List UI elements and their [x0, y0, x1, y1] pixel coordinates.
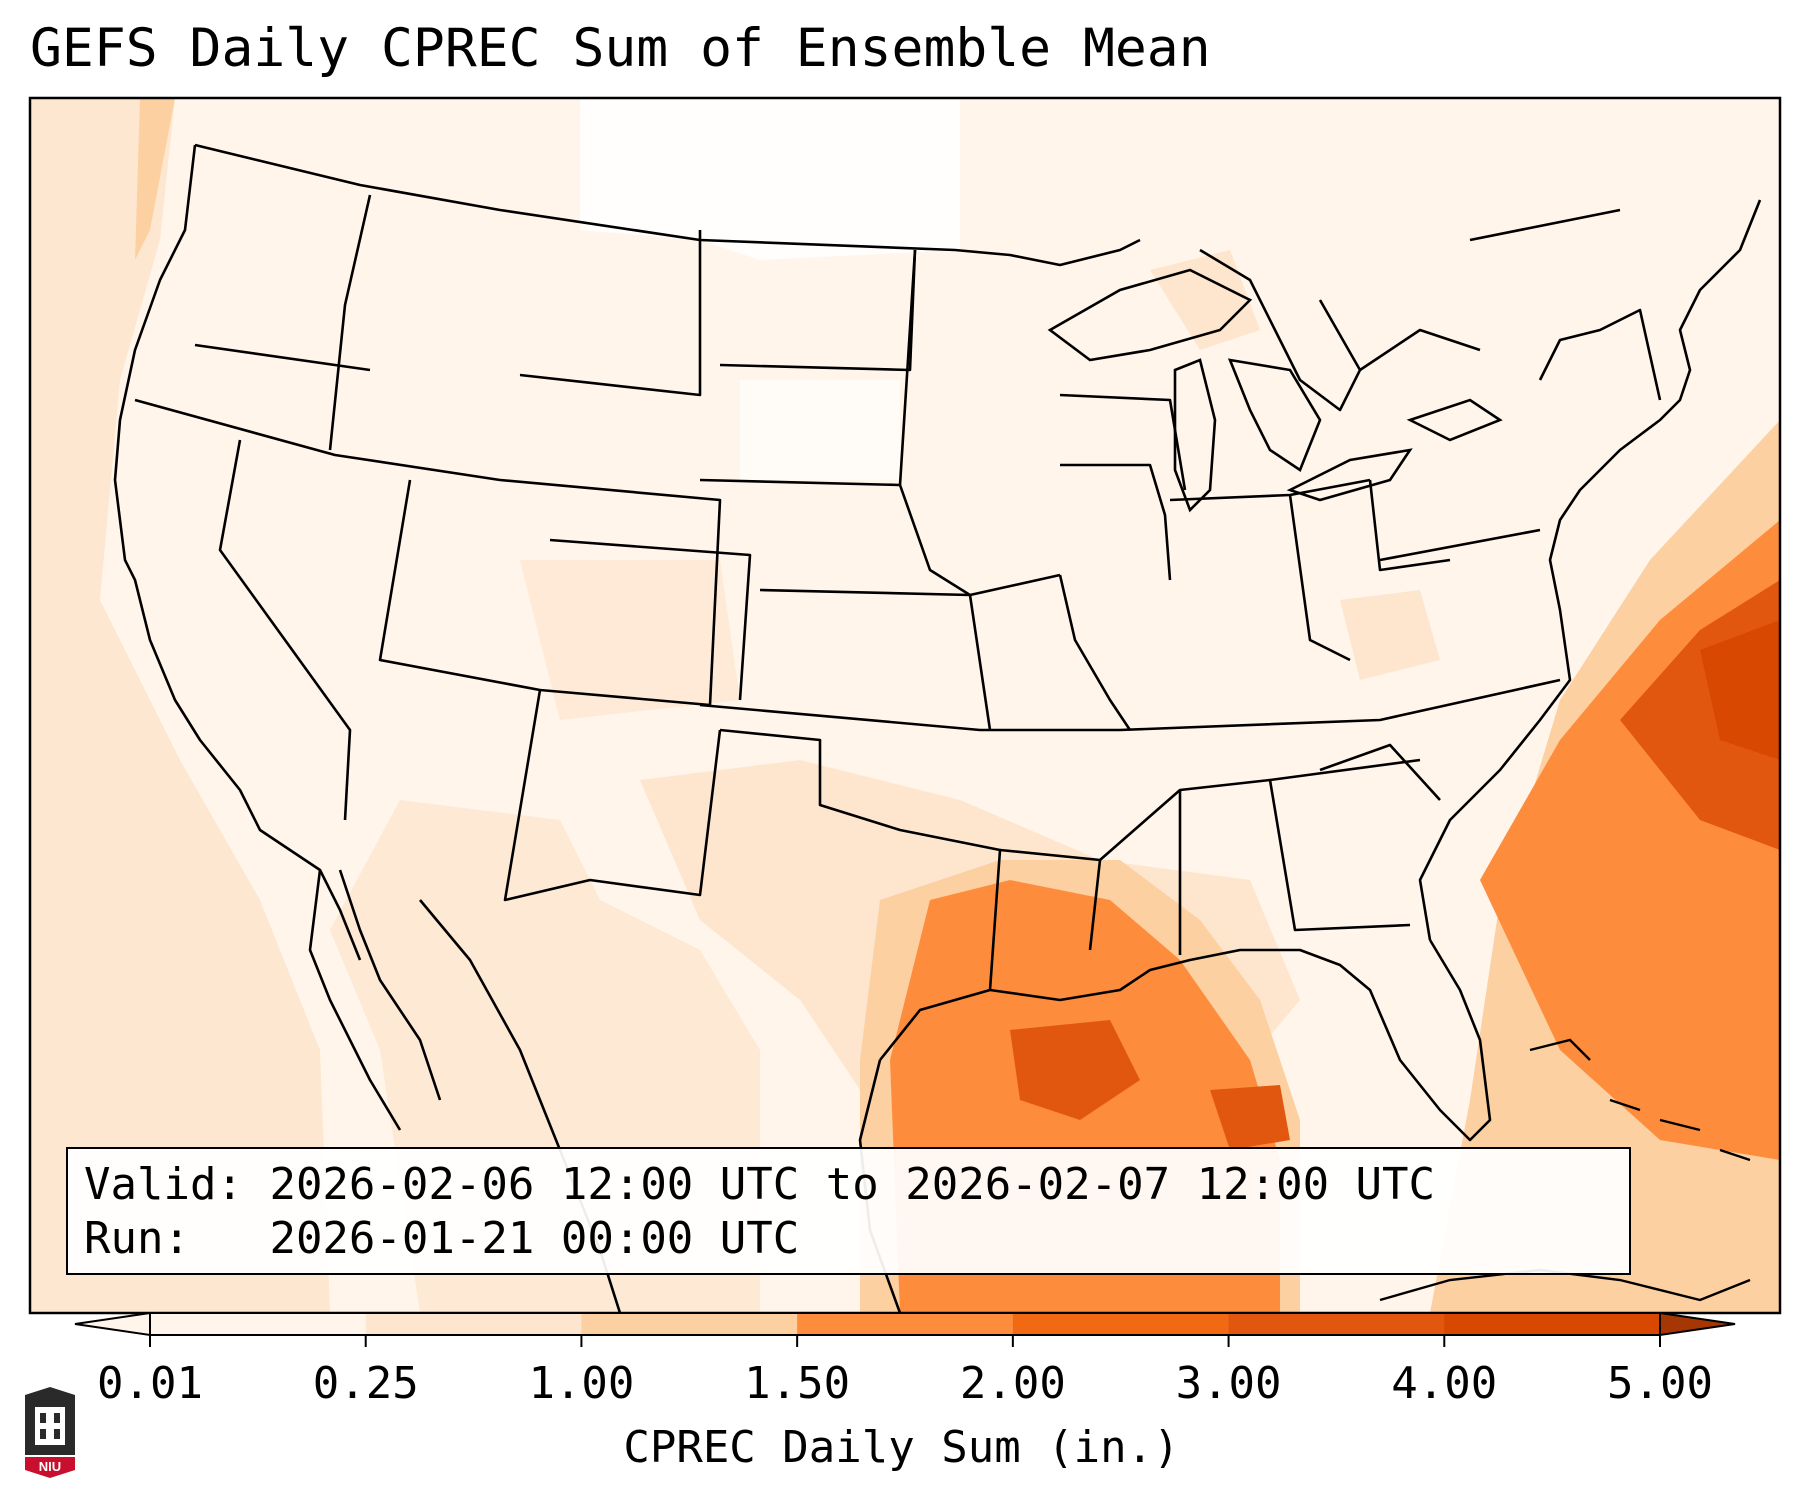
field-dakota-white: [740, 380, 900, 480]
university-seal-icon: NIU: [25, 1387, 75, 1478]
colorbar-tick-label: 0.25: [312, 1358, 419, 1409]
lake-huron: [1227, 358, 1322, 472]
caribbean-islands: [1379, 1038, 1751, 1302]
colorbar-segment: [1228, 1313, 1445, 1335]
run-value: 2026-01-21 00:00 UTC: [269, 1213, 800, 1264]
colorbar-segment: [365, 1313, 582, 1335]
lake-ontario: [1406, 398, 1503, 442]
field-pacific-edge: [135, 98, 175, 260]
colorbar-tick-label: 1.00: [528, 1358, 635, 1409]
colorbar-label: CPREC Daily Sum (in.): [623, 1422, 1180, 1473]
colorbar-tick-label: 4.00: [1391, 1358, 1498, 1409]
field-north-patch: [1150, 250, 1260, 350]
great-lakes: [1047, 268, 1503, 513]
valid-value: 2026-02-06 12:00 UTC to 2026-02-07 12:00…: [269, 1159, 1436, 1210]
us-canada-border: [194, 143, 1141, 267]
lake-superior: [1047, 268, 1253, 362]
lake-michigan: [1173, 358, 1217, 513]
field-pacific-band: [30, 98, 330, 1313]
colorbar-segment: [797, 1313, 1014, 1335]
colorbar-tick-label: 0.01: [97, 1358, 203, 1409]
colorbar-extend-max: [1659, 1311, 1736, 1337]
field-north-white: [580, 98, 960, 260]
valid-line: Valid: 2026-02-06 12:00 UTC to 2026-02-0…: [84, 1159, 1435, 1210]
lake-erie: [1286, 448, 1413, 502]
baja-coastline: [308, 869, 442, 1131]
field-atlantic-core: [1700, 620, 1780, 760]
colorbar-tick-label: 2.00: [959, 1358, 1066, 1409]
run-line: Run: 2026-01-21 00:00 UTC: [84, 1213, 799, 1264]
east-coastline: [1418, 199, 1762, 941]
field-gulf-core-2: [1210, 1085, 1290, 1150]
field-gulf-core: [1010, 1020, 1140, 1120]
field-ohio-patch: [1340, 590, 1440, 680]
colorbar-extend-min: [74, 1311, 151, 1337]
colorbar-tick-label: 5.00: [1607, 1358, 1713, 1409]
valid-label: Valid:: [84, 1159, 243, 1210]
colorbar-segment: [150, 1313, 367, 1335]
colorbar-segment: [1444, 1313, 1661, 1335]
west-coastline: [113, 144, 362, 961]
run-label: Run:: [84, 1213, 190, 1264]
gulf-coastline: [878, 939, 1492, 1142]
info-box: Valid: 2026-02-06 12:00 UTC to 2026-02-0…: [66, 1147, 1631, 1275]
map-title: GEFS Daily CPREC Sum of Ensemble Mean: [30, 18, 1211, 79]
colorbar-segment: [1012, 1313, 1230, 1335]
colorbar-tick-label: 1.50: [744, 1358, 851, 1409]
colorbar-tick-label: 3.00: [1175, 1358, 1282, 1409]
colorbar-frame: [149, 1312, 1661, 1336]
field-west-patch: [520, 560, 740, 720]
logo-text: NIU: [39, 1459, 61, 1474]
colorbar-segment: [581, 1313, 798, 1335]
state-borders: [113, 143, 1762, 1313]
